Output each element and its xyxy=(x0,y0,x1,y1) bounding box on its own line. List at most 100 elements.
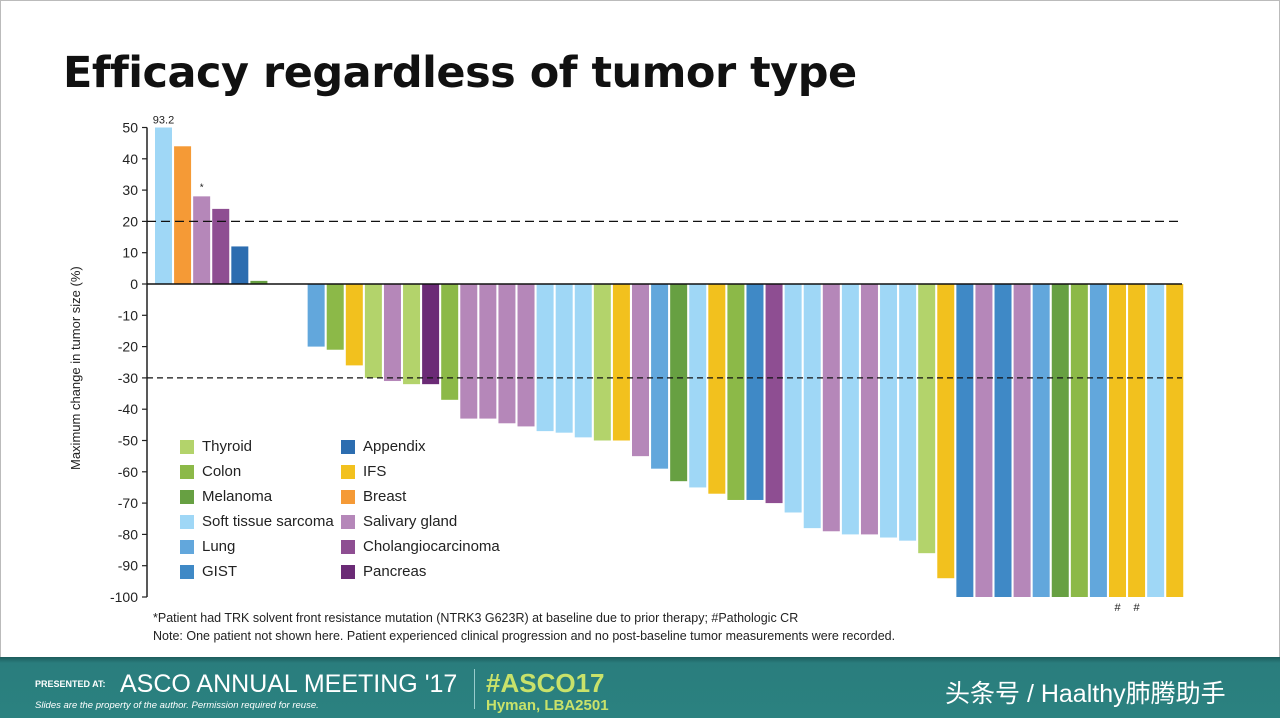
legend-swatch xyxy=(341,489,355,504)
bar-thyroid xyxy=(918,284,936,554)
legend-swatch xyxy=(180,464,194,479)
bar-colon xyxy=(441,284,459,400)
bar-salivary-gland xyxy=(460,284,478,419)
legend-item: Colon xyxy=(180,463,241,480)
legend-item: Cholangiocarcinoma xyxy=(341,538,500,555)
bar-gist xyxy=(994,284,1012,597)
y-tick-label: -40 xyxy=(118,401,138,417)
y-tick-label: 0 xyxy=(130,276,138,292)
legend-swatch xyxy=(341,439,355,454)
bar-soft-tissue-sarcoma xyxy=(155,127,172,284)
legend-swatch xyxy=(341,464,355,479)
bar-salivary-gland xyxy=(479,284,497,419)
y-tick-label: 20 xyxy=(122,213,138,229)
bar-salivary-gland xyxy=(822,284,840,532)
bar-soft-tissue-sarcoma xyxy=(536,284,554,432)
legend-label: Soft tissue sarcoma xyxy=(202,513,334,530)
legend-swatch xyxy=(180,564,194,579)
hashtag: #ASCO17 xyxy=(486,668,605,698)
y-tick-label: -50 xyxy=(118,433,138,449)
bar-cholangiocarcinoma xyxy=(212,208,230,284)
bar-lung xyxy=(651,284,669,469)
bar-soft-tissue-sarcoma xyxy=(555,284,573,433)
bar-lung xyxy=(1032,284,1050,597)
legend-label: Thyroid xyxy=(202,438,253,455)
legend-label: Melanoma xyxy=(202,488,273,505)
bar-salivary-gland xyxy=(632,284,649,457)
bar-pancreas xyxy=(422,284,440,385)
legend-swatch xyxy=(180,489,194,504)
legend-item: Appendix xyxy=(341,438,426,455)
y-tick-label: 10 xyxy=(122,245,138,261)
bar-thyroid xyxy=(593,284,611,441)
legend-item: Pancreas xyxy=(341,563,426,580)
bar-melanoma xyxy=(250,280,268,284)
footnote: *Patient had TRK solvent front resistanc… xyxy=(153,611,799,625)
y-tick-label: 40 xyxy=(122,151,138,167)
legend-swatch xyxy=(341,514,355,529)
legend-label: Lung xyxy=(202,538,236,555)
watermark: 头条号 / Haalthy肺腾助手 xyxy=(945,680,1226,708)
data-label: 93.2 xyxy=(153,115,174,127)
y-tick-label: -10 xyxy=(118,307,138,323)
bar-thyroid xyxy=(403,284,421,385)
bar-colon xyxy=(727,284,745,500)
footer-banner: PRESENTED AT: ASCO ANNUAL MEETING '17 Sl… xyxy=(0,657,1280,718)
y-tick-label: 30 xyxy=(122,182,138,198)
legend-swatch xyxy=(180,439,194,454)
bar-gist xyxy=(746,284,764,500)
bar-ifs xyxy=(1166,284,1184,597)
legend-swatch xyxy=(180,514,194,529)
bar-lung xyxy=(1089,284,1107,597)
slide-title: Efficacy regardless of tumor type xyxy=(63,48,857,98)
bar-thyroid xyxy=(364,284,382,378)
legend-item: Thyroid xyxy=(180,438,252,455)
bar-salivary-gland xyxy=(383,284,401,382)
legend-label: GIST xyxy=(202,563,238,580)
legend-swatch xyxy=(341,564,355,579)
meeting-name: ASCO ANNUAL MEETING '17 xyxy=(120,670,458,698)
legend-label: Salivary gland xyxy=(363,513,458,530)
bar-lung xyxy=(307,284,325,347)
legend-label: Colon xyxy=(202,463,242,480)
bar-colon xyxy=(1070,284,1088,597)
bar-soft-tissue-sarcoma xyxy=(803,284,821,529)
bar-appendix xyxy=(231,246,249,284)
legend-item: Soft tissue sarcoma xyxy=(180,513,334,530)
bar-ifs xyxy=(937,284,955,579)
data-label: # xyxy=(1134,602,1141,614)
bar-soft-tissue-sarcoma xyxy=(784,284,802,513)
bar-soft-tissue-sarcoma xyxy=(880,284,898,538)
legend-label: IFS xyxy=(363,463,387,480)
legend-swatch xyxy=(180,539,194,554)
legend-swatch xyxy=(341,539,355,554)
presented-at: PRESENTED AT: xyxy=(35,679,106,689)
bar-salivary-gland xyxy=(860,284,878,535)
legend-label: Cholangiocarcinoma xyxy=(363,538,500,555)
legend-item: GIST xyxy=(180,563,237,580)
y-tick-label: -90 xyxy=(118,558,138,574)
data-label: # xyxy=(1114,602,1121,614)
bar-ifs xyxy=(708,284,726,494)
y-tick-label: -80 xyxy=(118,526,138,542)
legend-item: Melanoma xyxy=(180,488,272,505)
disclaimer: Slides are the property of the author. P… xyxy=(35,700,319,711)
bar-melanoma xyxy=(1051,284,1069,597)
bar-ifs xyxy=(1128,284,1146,597)
y-tick-label: -100 xyxy=(110,589,138,605)
bar-soft-tissue-sarcoma xyxy=(841,284,859,535)
legend-item: IFS xyxy=(341,463,386,480)
bar-colon xyxy=(326,284,344,350)
y-tick-label: -20 xyxy=(118,339,138,355)
bar-ifs xyxy=(612,284,630,441)
legend-label: Pancreas xyxy=(363,563,427,580)
bar-salivary-gland xyxy=(193,196,211,284)
bar-soft-tissue-sarcoma xyxy=(689,284,707,488)
bar-salivary-gland xyxy=(517,284,535,427)
bar-salivary-gland xyxy=(498,284,516,424)
legend-label: Breast xyxy=(363,488,407,505)
bar-ifs xyxy=(345,284,363,366)
data-label: * xyxy=(200,182,204,193)
bar-soft-tissue-sarcoma xyxy=(1147,284,1165,597)
legend-item: Breast xyxy=(341,488,406,505)
